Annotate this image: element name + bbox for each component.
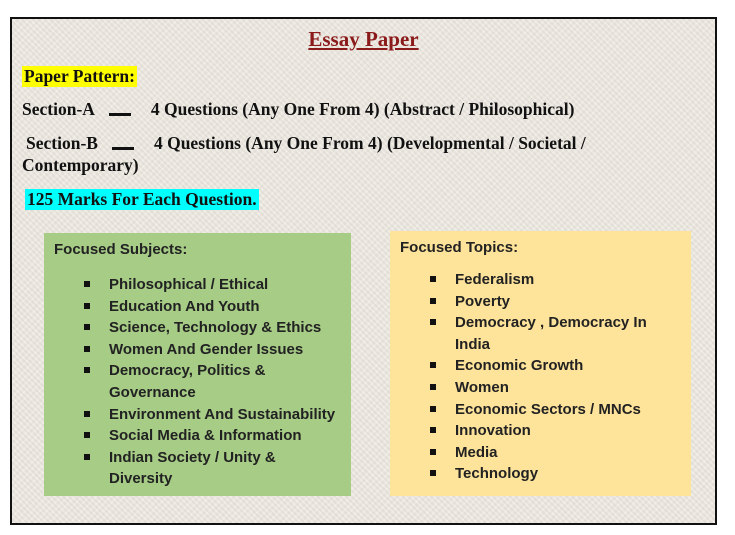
focused-subjects-list: Philosophical / Ethical Education And You… [84, 274, 343, 490]
focused-topics-heading: Focused Topics: [400, 239, 519, 256]
dash-icon [111, 147, 134, 151]
topic-item-label: Economic Growth [455, 357, 584, 375]
focused-subjects-heading: Focused Subjects: [54, 241, 188, 258]
focused-subjects-box: Focused Subjects: Philosophical / Ethica… [44, 233, 351, 496]
square-bullet-icon [430, 470, 436, 477]
subject-item: Science, Technology & Ethics [84, 317, 343, 339]
topic-item: Poverty [430, 291, 683, 313]
slide-frame: Essay Paper Paper Pattern: Section-A 4 Qu… [10, 17, 717, 525]
topic-item-label: Democracy , Democracy In India [455, 314, 647, 353]
topic-item: Technology [430, 463, 683, 485]
subject-item-label: Social Media & Information [109, 427, 302, 445]
square-bullet-icon [430, 383, 436, 390]
square-bullet-icon [84, 345, 90, 352]
topic-item: Media [430, 442, 683, 464]
subject-item-label: Women And Gender Issues [109, 340, 304, 358]
subject-item-label: Democracy, Politics & Governance [109, 362, 266, 401]
square-bullet-icon [84, 281, 90, 287]
topic-item: Women [430, 377, 683, 399]
square-bullet-icon [84, 410, 90, 417]
topic-item-label: Technology [455, 465, 539, 483]
subject-item-label: Indian Society / Unity & Diversity [109, 448, 276, 488]
subject-item: Women And Gender Issues [84, 339, 343, 361]
focused-topics-list: Federalism Poverty Democracy , Democracy I… [430, 269, 683, 485]
section-b-text-continued: Contemporary) [22, 155, 139, 175]
subject-item-label: Philosophical / Ethical [109, 276, 269, 293]
square-bullet-icon [430, 405, 436, 412]
subject-item-label: Education And Youth [109, 297, 260, 315]
marks-note: 125 Marks For Each Question. [25, 189, 259, 210]
section-a-label: Section-A [22, 99, 95, 119]
topic-item-label: Media [455, 443, 498, 461]
square-bullet-icon [430, 297, 436, 304]
subject-item: Indian Society / Unity & Diversity [84, 447, 343, 490]
subject-item: Philosophical / Ethical [84, 274, 343, 296]
topic-item-label: Innovation [455, 422, 531, 440]
section-a-text: 4 Questions (Any One From 4) (Abstract /… [150, 99, 575, 119]
square-bullet-icon [84, 432, 90, 439]
section-a-line: Section-A 4 Questions (Any One From 4) (A… [22, 99, 574, 120]
topic-item: Economic Growth [430, 355, 683, 377]
subject-item: Democracy, Politics & Governance [84, 360, 343, 403]
paper-pattern-label: Paper Pattern: [22, 66, 137, 87]
square-bullet-icon [84, 367, 90, 374]
square-bullet-icon [84, 302, 90, 309]
square-bullet-icon [430, 427, 436, 434]
topic-item-label: Economic Sectors / MNCs [455, 400, 641, 418]
topic-item: Economic Sectors / MNCs [430, 399, 683, 421]
subject-item-label: Environment And Sustainability [109, 405, 336, 423]
square-bullet-icon [430, 319, 436, 326]
section-b-label: Section-B [26, 133, 98, 153]
section-b-text: 4 Questions (Any One From 4) (Developmen… [153, 133, 586, 153]
subject-item: Education And Youth [84, 296, 343, 318]
page-title: Essay Paper [308, 27, 419, 51]
subject-item: Environment And Sustainability [84, 404, 343, 426]
subject-item: Social Media & Information [84, 425, 343, 447]
topic-item: Innovation [430, 420, 683, 442]
subject-item-label: Science, Technology & Ethics [109, 319, 322, 337]
square-bullet-icon [84, 453, 90, 460]
dash-icon [108, 113, 131, 117]
square-bullet-icon [84, 324, 90, 331]
section-b-line: Section-B 4 Questions (Any One From 4) (D… [26, 133, 586, 154]
topic-item-label: Federalism [455, 271, 535, 288]
focused-topics-box: Focused Topics: Federalism Poverty Democra… [390, 231, 691, 496]
topic-item-label: Women [455, 378, 509, 396]
square-bullet-icon [430, 362, 436, 369]
square-bullet-icon [430, 448, 436, 455]
topic-item: Federalism [430, 269, 683, 291]
square-bullet-icon [430, 276, 436, 282]
topic-item-label: Poverty [455, 292, 511, 310]
topic-item: Democracy , Democracy In India [430, 312, 683, 355]
